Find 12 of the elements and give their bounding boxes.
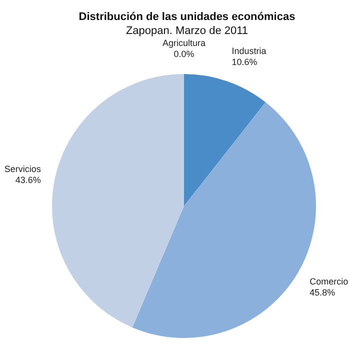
slice-label: Comercio (310, 276, 348, 286)
pie-slice (52, 74, 184, 328)
category-label: Agricultura (162, 38, 206, 48)
chart-subtitle: Zapopan. Marzo de 2011 (124, 24, 250, 38)
slice-label: Industria (232, 46, 266, 56)
chart-title: Distribución de las unidades económicas (78, 10, 296, 24)
pie-slice (184, 74, 266, 206)
data-label: 10.6% (232, 57, 258, 68)
text: 0.0% (174, 49, 194, 59)
slice-label: Servicios (4, 164, 42, 174)
data-label: 45.8% (310, 287, 336, 298)
data-label: 43.6% (15, 174, 41, 185)
